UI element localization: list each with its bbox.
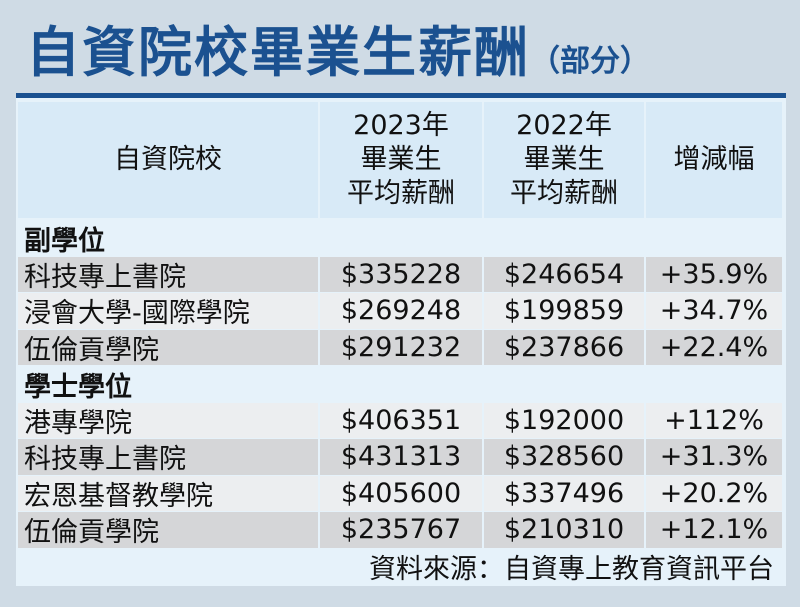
table-cell: 伍倫貢學院 [18, 329, 318, 366]
table-cell: $431313 [320, 439, 482, 475]
cell-text: +22.4% [659, 331, 769, 363]
table-cell: $335228 [320, 256, 482, 292]
header-text: 自資院校 [114, 144, 222, 175]
title-text: 自資院校畢業生薪酬 [26, 21, 530, 84]
table-cell: +35.9% [646, 256, 782, 292]
header-cell: 2022年 畢業生 平均薪酬 [484, 102, 644, 218]
section-label: 副學位 [18, 220, 784, 257]
header-text: 2022年 [516, 110, 612, 141]
cell-text: $246654 [503, 258, 625, 290]
cell-text: 宏恩基督教學院 [24, 480, 213, 512]
source: 資料來源：自資專上教育資訊平台 [18, 548, 784, 586]
table-cell: $291232 [320, 329, 482, 365]
table-cell: $405600 [320, 475, 482, 511]
cell-text: 科技專上書院 [24, 261, 186, 293]
cell-text: 科技專上書院 [24, 444, 186, 476]
header-text: 平均薪酬 [347, 178, 455, 209]
source-text: 資料來源：自資專上教育資訊平台 [369, 554, 774, 586]
header-text: 平均薪酬 [510, 178, 618, 209]
cell-text: $199859 [503, 295, 625, 327]
section-text: 副學位 [24, 225, 105, 257]
table-cell: $235767 [320, 512, 482, 548]
header-text: 2023年 [353, 110, 449, 141]
cell-text: $269248 [340, 295, 462, 327]
cell-text: +34.7% [659, 295, 769, 327]
table-cell: +31.3% [646, 439, 782, 475]
cell-text: +31.3% [659, 441, 769, 473]
cell-text: $210310 [503, 514, 625, 546]
cell-text: +12.1% [659, 514, 769, 546]
header-cell: 2023年 畢業生 平均薪酬 [320, 102, 482, 218]
header-text: 畢業生 [360, 144, 442, 175]
table-cell: +112% [646, 402, 782, 438]
title: 自資院校畢業生薪酬（部分） [26, 8, 650, 87]
header-cell: 自資院校 [18, 102, 318, 218]
table-cell: +12.1% [646, 512, 782, 548]
table-cell: +20.2% [646, 475, 782, 511]
table-cell: 科技專上書院 [18, 439, 318, 475]
table-cell: $199859 [484, 293, 644, 329]
table-cell: $328560 [484, 439, 644, 475]
table-cell: $337496 [484, 475, 644, 511]
cell-text: $192000 [503, 404, 625, 436]
cell-text: 浸會大學-國際學院 [24, 298, 250, 330]
table-cell: 科技專上書院 [18, 256, 318, 293]
table-cell: $406351 [320, 402, 482, 438]
cell-text: 伍倫貢學院 [24, 334, 159, 366]
table-cell: $269248 [320, 293, 482, 329]
cell-text: +35.9% [659, 258, 769, 290]
header-cell: 增減幅 [646, 102, 782, 218]
section-text: 學士學位 [24, 371, 132, 403]
cell-text: $431313 [340, 441, 462, 473]
cell-text: 港專學院 [24, 407, 132, 439]
table-cell: 浸會大學-國際學院 [18, 293, 318, 329]
table-cell: $237866 [484, 329, 644, 365]
table-cell: 港專學院 [18, 402, 318, 439]
section-label: 學士學位 [18, 366, 784, 403]
table-cell: +34.7% [646, 293, 782, 329]
header-text: 增減幅 [673, 144, 755, 175]
cell-text: $235767 [340, 514, 462, 546]
cell-text: $337496 [503, 477, 625, 509]
title-note: （部分） [530, 44, 650, 79]
cell-text: $406351 [340, 404, 462, 436]
cell-text: $291232 [340, 331, 462, 363]
cell-text: 伍倫貢學院 [24, 517, 159, 549]
cell-text: $335228 [340, 258, 462, 290]
cell-text: $328560 [503, 441, 625, 473]
cell-text: +20.2% [659, 477, 769, 509]
cell-text: $405600 [340, 477, 462, 509]
title-rule [16, 93, 786, 98]
cell-text: $237866 [503, 331, 625, 363]
table-cell: 伍倫貢學院 [18, 512, 318, 548]
table-cell: $246654 [484, 256, 644, 292]
table-cell: 宏恩基督教學院 [18, 475, 318, 512]
table-cell: +22.4% [646, 329, 782, 365]
table-cell: $210310 [484, 512, 644, 548]
cell-text: +112% [664, 404, 764, 436]
header-text: 畢業生 [523, 144, 605, 175]
table-cell: $192000 [484, 402, 644, 438]
